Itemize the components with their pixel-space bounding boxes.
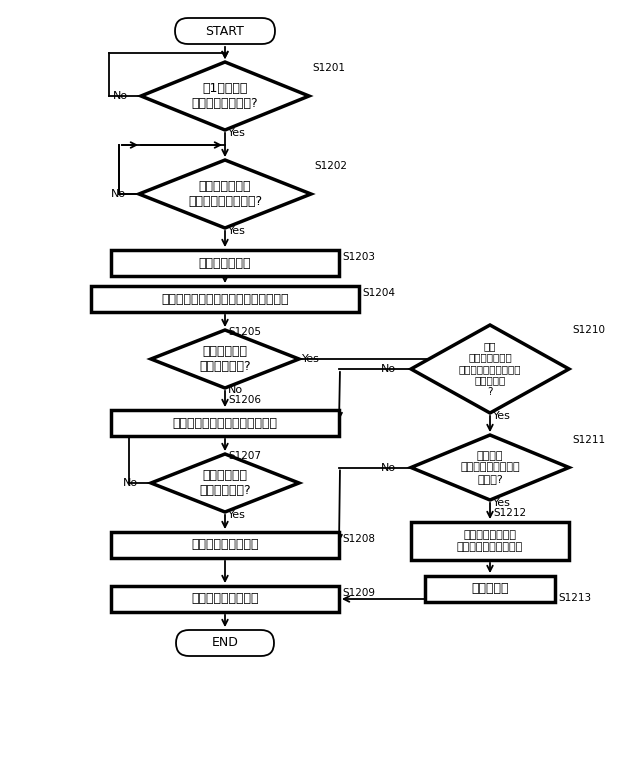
Text: S1207: S1207 (228, 451, 261, 461)
Text: No: No (228, 385, 243, 395)
Text: S1213: S1213 (558, 593, 591, 603)
Text: 音声ガイダンスメニューを出力: 音声ガイダンスメニューを出力 (173, 416, 278, 429)
Text: S1205: S1205 (228, 327, 261, 337)
Text: Yes: Yes (493, 498, 511, 508)
Bar (111, 532, 339, 558)
Text: S1209: S1209 (342, 588, 375, 598)
Text: END: END (212, 636, 239, 650)
Text: Yes: Yes (228, 510, 246, 520)
Polygon shape (411, 325, 569, 413)
Text: Yes: Yes (302, 354, 320, 364)
Bar (425, 576, 555, 602)
Text: プッシュ信号
を受信したか?: プッシュ信号 を受信したか? (199, 469, 251, 497)
Polygon shape (141, 62, 309, 130)
Polygon shape (151, 330, 299, 388)
Text: プッシュ信号
を受信したか?: プッシュ信号 を受信したか? (199, 345, 251, 373)
Text: S1211: S1211 (572, 435, 605, 445)
Text: Yes: Yes (493, 411, 511, 421)
Text: No: No (381, 364, 396, 374)
Text: 該当する処理を実行: 該当する処理を実行 (191, 593, 259, 605)
Text: 音声ガイダンスメニューの内容を決定: 音声ガイダンスメニューの内容を決定 (161, 293, 289, 306)
Text: Yes: Yes (228, 128, 246, 138)
FancyBboxPatch shape (175, 18, 275, 44)
Text: No: No (123, 478, 138, 488)
FancyBboxPatch shape (176, 630, 274, 656)
Bar (111, 410, 339, 436)
Bar (111, 250, 339, 276)
Text: S1210: S1210 (572, 325, 605, 335)
Text: S1212: S1212 (493, 508, 526, 518)
Text: 該当する処理を決定: 該当する処理を決定 (191, 538, 259, 552)
Text: 顧客識別情報の
入力を受け付けたか?: 顧客識別情報の 入力を受け付けたか? (188, 180, 262, 208)
Polygon shape (151, 454, 299, 512)
Text: 再生
音声ガイダンス
メニューの内容に変更
があったか
?: 再生 音声ガイダンス メニューの内容に変更 があったか ? (459, 341, 521, 398)
Text: S1201: S1201 (312, 63, 345, 73)
Text: 従前のメニューに
したがった処理を決定: 従前のメニューに したがった処理を決定 (457, 530, 523, 552)
Bar (411, 522, 569, 560)
Text: Yes: Yes (228, 226, 246, 236)
Text: S1206: S1206 (228, 395, 261, 405)
Bar (111, 586, 339, 612)
Text: S1203: S1203 (342, 252, 375, 262)
Polygon shape (411, 435, 569, 500)
Text: S1204: S1204 (362, 288, 395, 298)
Text: No: No (381, 462, 396, 472)
Text: S1202: S1202 (314, 161, 347, 171)
Text: No: No (113, 91, 128, 101)
Text: No: No (111, 189, 126, 199)
Text: 第1の呼出音
信号を受信したか?: 第1の呼出音 信号を受信したか? (192, 82, 259, 110)
Polygon shape (139, 160, 311, 228)
Text: S1208: S1208 (342, 534, 375, 544)
Text: 変更後の
架電回数が所定回数
以下か?: 変更後の 架電回数が所定回数 以下か? (460, 451, 520, 484)
Text: 顧客情報を抽出: 顧客情報を抽出 (199, 257, 252, 269)
Text: 変更を通知: 変更を通知 (471, 583, 509, 595)
Text: START: START (205, 24, 244, 37)
Bar (91, 286, 359, 312)
